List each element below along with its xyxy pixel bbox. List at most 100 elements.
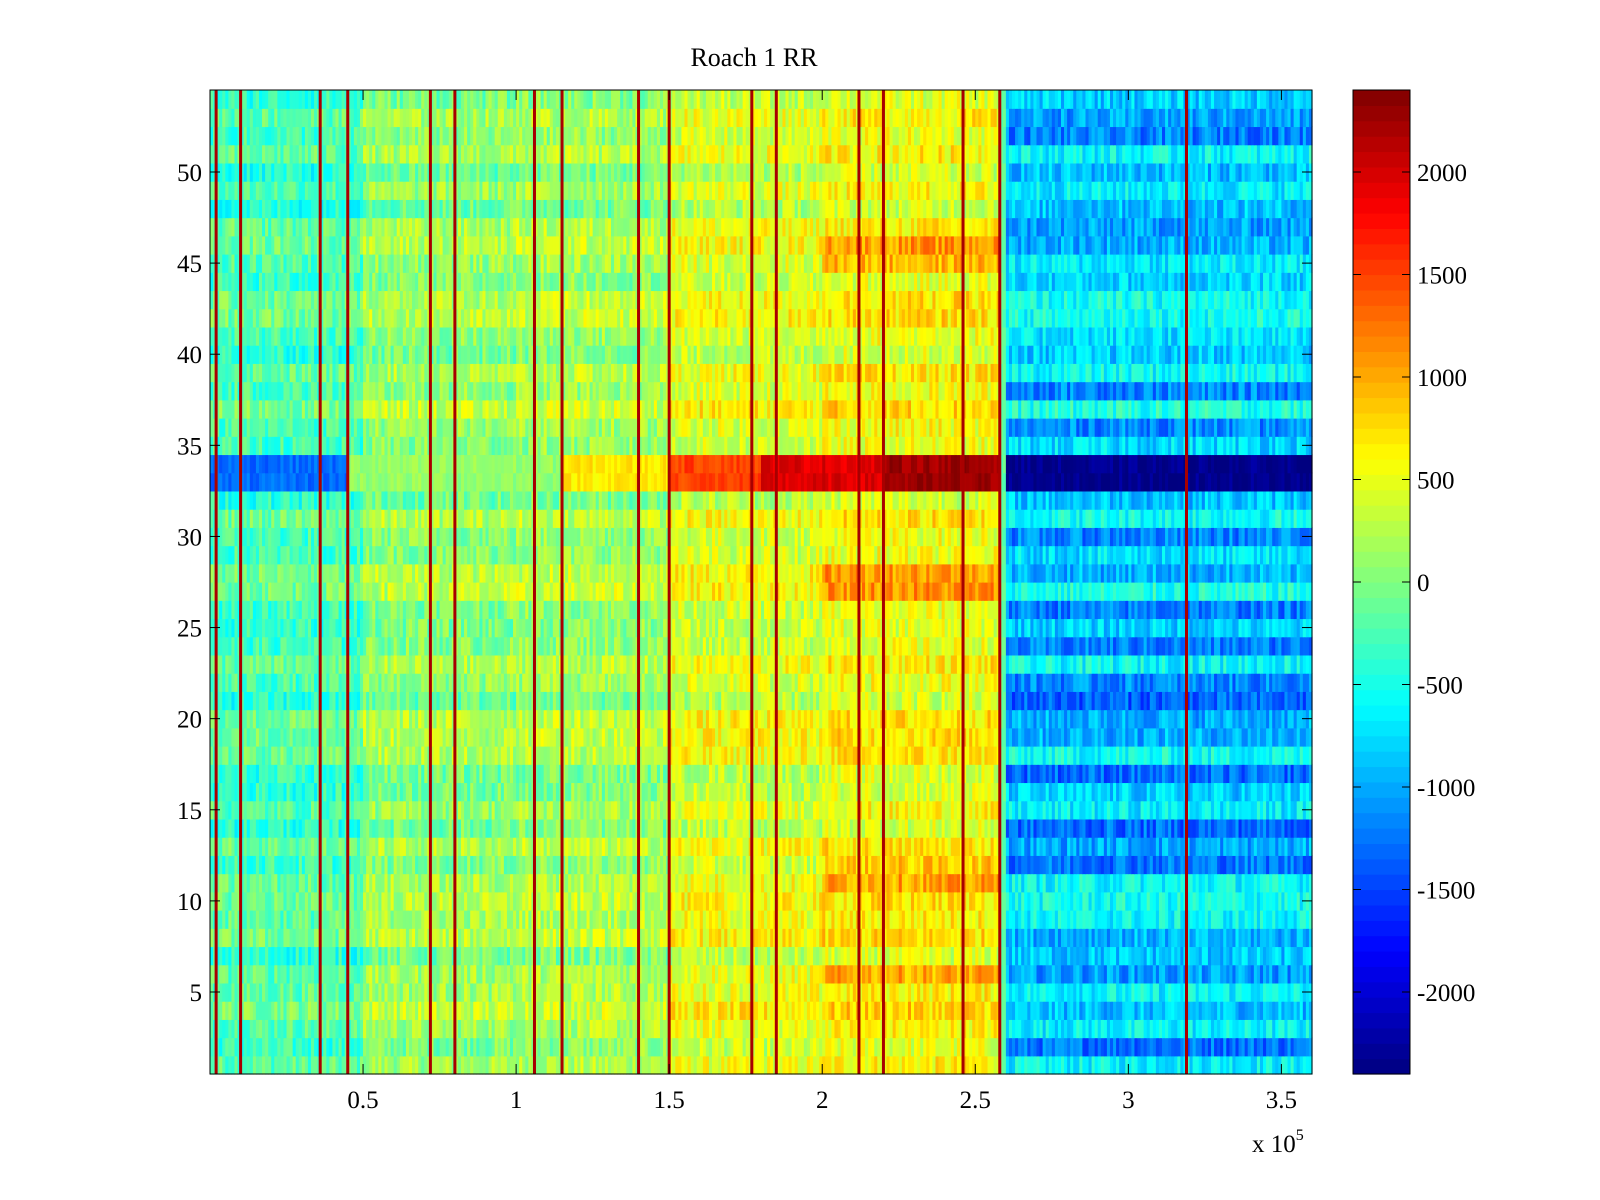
heatmap-cell bbox=[846, 1055, 851, 1075]
heatmap-cell bbox=[1054, 910, 1059, 929]
heatmap-cell bbox=[1024, 1055, 1028, 1075]
heatmap-cell bbox=[843, 946, 848, 966]
heatmap-cell bbox=[1226, 1019, 1230, 1039]
heatmap-cell bbox=[1226, 946, 1230, 966]
heatmap-cell bbox=[210, 1001, 214, 1020]
heatmap-cell bbox=[1155, 1019, 1160, 1039]
heatmap-cell bbox=[1244, 1037, 1249, 1057]
heatmap-cell bbox=[1229, 873, 1234, 893]
heatmap-cell bbox=[577, 1037, 581, 1057]
heatmap-cell bbox=[1290, 837, 1295, 856]
heatmap-cell bbox=[724, 1001, 728, 1020]
heatmap-cell bbox=[1241, 1019, 1246, 1039]
heatmap-cell bbox=[519, 1019, 523, 1039]
heatmap-cell bbox=[794, 964, 799, 984]
heatmap-cell bbox=[421, 891, 425, 911]
heatmap-cell bbox=[552, 1055, 557, 1075]
heatmap-cell bbox=[1060, 928, 1065, 948]
heatmap-cell bbox=[877, 891, 881, 911]
heatmap-cell bbox=[500, 873, 505, 893]
heatmap-cell bbox=[1094, 1001, 1099, 1020]
heatmap-cell bbox=[1263, 982, 1267, 1002]
heatmap-cell bbox=[1002, 1037, 1007, 1057]
heatmap-cell bbox=[243, 1037, 248, 1057]
heatmap-cell bbox=[286, 873, 291, 893]
heatmap-cell bbox=[681, 1019, 686, 1039]
heatmap-cell bbox=[816, 910, 820, 929]
heatmap-cell bbox=[1097, 964, 1102, 984]
heatmap-cell bbox=[412, 855, 416, 875]
heatmap-cell bbox=[1293, 1019, 1298, 1039]
heatmap-cell bbox=[739, 910, 744, 929]
heatmap-cell bbox=[433, 855, 438, 875]
heatmap-cell bbox=[1140, 891, 1145, 911]
heatmap-cell bbox=[656, 855, 661, 875]
heatmap-cell bbox=[843, 855, 848, 875]
heatmap-cell bbox=[1116, 982, 1120, 1002]
heatmap-cell bbox=[1119, 946, 1123, 966]
heatmap-cell bbox=[1266, 855, 1270, 875]
heatmap-cell bbox=[751, 982, 756, 1002]
heatmap-cell bbox=[1030, 1001, 1035, 1020]
heatmap-cell bbox=[1180, 837, 1185, 856]
heatmap-cell bbox=[479, 1019, 484, 1039]
heatmap-cell bbox=[1027, 1001, 1031, 1020]
heatmap-cell bbox=[1082, 837, 1087, 856]
heatmap-cell bbox=[307, 855, 312, 875]
heatmap-cell bbox=[712, 928, 716, 948]
heatmap-cell bbox=[1223, 873, 1227, 893]
heatmap-cell bbox=[375, 1037, 379, 1057]
heatmap-cell bbox=[904, 910, 909, 929]
heatmap-cell bbox=[751, 1055, 756, 1075]
heatmap-cell bbox=[981, 1001, 986, 1020]
heatmap-cell bbox=[1030, 982, 1035, 1002]
heatmap-cell bbox=[730, 837, 735, 856]
heatmap-cell bbox=[1287, 1055, 1292, 1075]
heatmap-cell bbox=[813, 818, 817, 838]
heatmap-cell bbox=[372, 873, 376, 893]
heatmap-cell bbox=[702, 818, 707, 838]
heatmap-cell bbox=[684, 1001, 689, 1020]
heatmap-cell bbox=[433, 1037, 438, 1057]
heatmap-cell bbox=[1103, 1037, 1108, 1057]
heatmap-cell bbox=[555, 1001, 560, 1020]
heatmap-cell bbox=[255, 837, 260, 856]
heatmap-cell bbox=[898, 982, 903, 1002]
heatmap-cell bbox=[656, 964, 661, 984]
heatmap-cell bbox=[1143, 910, 1148, 929]
heatmap-cell bbox=[650, 946, 655, 966]
heatmap-cell bbox=[589, 946, 594, 966]
heatmap-cell bbox=[724, 982, 728, 1002]
heatmap-cell bbox=[457, 1055, 462, 1075]
heatmap-cell bbox=[733, 946, 738, 966]
heatmap-cell bbox=[369, 910, 373, 929]
heatmap-cell bbox=[262, 1001, 266, 1020]
heatmap-cell bbox=[785, 946, 790, 966]
heatmap-cell bbox=[638, 837, 643, 856]
heatmap-cell bbox=[751, 855, 756, 875]
heatmap-cell bbox=[1002, 818, 1007, 838]
heatmap-cell bbox=[785, 837, 790, 856]
heatmap-cell bbox=[718, 1001, 722, 1020]
heatmap-cell bbox=[1152, 910, 1157, 929]
heatmap-cell bbox=[852, 818, 857, 838]
heatmap-cell bbox=[271, 818, 275, 838]
heatmap-cell bbox=[405, 1037, 410, 1057]
heatmap-cell bbox=[500, 928, 505, 948]
heatmap-cell bbox=[690, 1055, 695, 1075]
heatmap-cell bbox=[314, 891, 318, 911]
heatmap-cell bbox=[1064, 1037, 1068, 1057]
heatmap-cell bbox=[1162, 910, 1166, 929]
heatmap-cell bbox=[687, 982, 692, 1002]
heatmap-cell bbox=[1308, 1037, 1313, 1057]
heatmap-cell bbox=[1229, 837, 1234, 856]
heatmap-cell bbox=[412, 982, 416, 1002]
heatmap-cell bbox=[1137, 946, 1142, 966]
heatmap-cell bbox=[791, 964, 796, 984]
heatmap-cell bbox=[399, 891, 404, 911]
heatmap-cell bbox=[408, 1001, 413, 1020]
heatmap-cell bbox=[1067, 964, 1071, 984]
heatmap-cell bbox=[320, 1055, 324, 1075]
heatmap-cell bbox=[353, 1001, 358, 1020]
heatmap-cell bbox=[1229, 1037, 1234, 1057]
